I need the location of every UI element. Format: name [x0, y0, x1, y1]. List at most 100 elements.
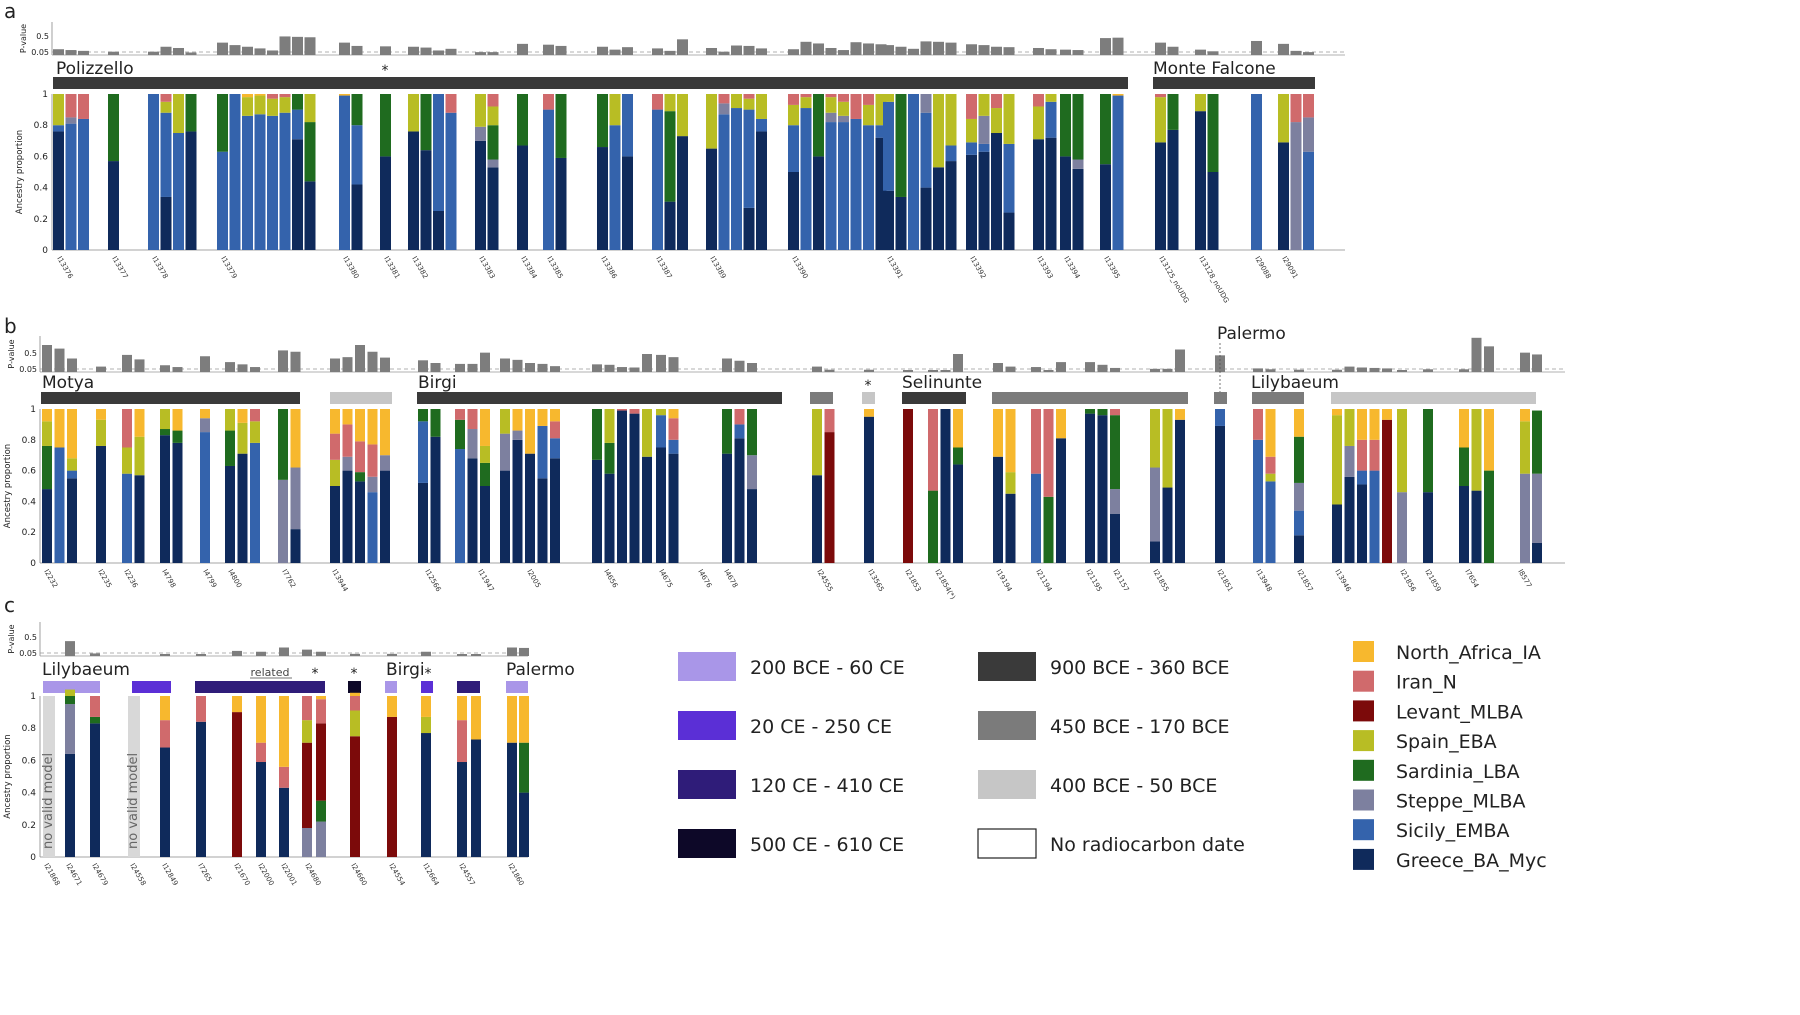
panel-a-bar-segment — [895, 94, 907, 197]
panel-c-bar-segment — [350, 710, 360, 737]
panel-a-pvalue-bar — [78, 50, 89, 55]
panel-a-star-label: * — [382, 63, 389, 79]
panel-b-sample-label: I21855 — [1151, 568, 1170, 593]
panel-b-bar-segment — [160, 429, 170, 436]
panel-b-bar-segment — [1332, 504, 1342, 563]
panel-b-pvalue-bar — [525, 363, 535, 372]
panel-c-bar-segment — [256, 742, 266, 763]
panel-a-bar-segment — [1003, 94, 1015, 144]
panel-b-bar-segment — [1265, 409, 1276, 457]
panel-b-bar-segment — [225, 409, 235, 431]
panel-b-pvalue-bar — [1043, 370, 1054, 372]
panel-b-bar-segment — [418, 482, 428, 563]
panel-b-bar-segment — [604, 473, 615, 563]
panel-b-letter: b — [4, 314, 17, 338]
panel-a-pvalue-bar — [664, 50, 676, 55]
panel-c-bar-segment — [302, 828, 312, 857]
panel-c-date-band — [195, 681, 325, 693]
panel-b-site-label: Palermo — [1217, 324, 1286, 344]
panel-a-bar-segment — [487, 125, 499, 160]
panel-b-pvalue-bar — [225, 362, 235, 372]
panel-b-pvalue-bar — [824, 369, 835, 372]
panel-c-pvalue-bar — [160, 654, 170, 656]
panel-b-y-tick: 0.6 — [22, 467, 37, 477]
panel-a-bar-segment — [1303, 117, 1314, 152]
panel-b-bar-segment — [604, 409, 615, 443]
panel-a-pvalue-bar — [65, 50, 77, 55]
panel-a-bar-segment — [991, 94, 1002, 109]
panel-b-sample-label: I13948 — [1254, 568, 1273, 593]
panel-a-bar-segment — [254, 114, 266, 250]
panel-b-bar-segment — [722, 409, 732, 454]
panel-c-pvalue-bar — [507, 647, 517, 656]
panel-c-related-annotation: related — [251, 666, 290, 679]
panel-b-bar-segment — [1253, 409, 1263, 440]
panel-b-pvalue-bar — [642, 354, 652, 372]
panel-b-pvalue-bar — [928, 370, 938, 372]
panel-a-pvalue-tick: 0.5 — [36, 32, 49, 41]
panel-a-pvalue-bar — [1112, 37, 1124, 55]
panel-b-bar-segment — [480, 462, 490, 486]
panel-a-bar-segment — [609, 125, 621, 250]
panel-b-bar-segment — [550, 421, 560, 439]
panel-a-pvalue-bar — [1303, 52, 1314, 55]
panel-c-bar-segment — [160, 696, 170, 721]
panel-a-bar-segment — [718, 103, 730, 115]
panel-a-pvalue-bar — [217, 42, 228, 55]
panel-b-pvalue-bar — [722, 358, 732, 372]
panel-b-pvalue-bar — [1150, 368, 1160, 372]
panel-b-sample-label: I13565 — [866, 568, 885, 593]
panel-a-pvalue-bar — [945, 42, 957, 55]
panel-c-bar-segment — [90, 696, 100, 717]
panel-b-bar-segment — [747, 455, 757, 490]
legend-ancestry-label: Sicily_EMBA — [1396, 820, 1510, 842]
panel-a-pvalue-bar — [185, 52, 197, 55]
panel-b-bar-segment — [629, 409, 640, 414]
legend-date-label: 500 CE - 610 CE — [750, 834, 904, 856]
panel-a-bar-segment — [555, 157, 567, 250]
panel-c-no-model-label: no valid model — [41, 753, 56, 849]
panel-b-bar-segment — [668, 453, 679, 563]
panel-a-bar-segment — [875, 125, 887, 138]
panel-b-bar-segment — [355, 441, 365, 473]
panel-a-bar-segment — [475, 94, 486, 127]
panel-b-bar-segment — [342, 470, 353, 563]
panel-a-bar-segment — [978, 115, 990, 144]
panel-c-star-label: * — [425, 666, 432, 682]
panel-b-pvalue-bar — [1397, 370, 1407, 372]
panel-b-bar-segment — [1357, 484, 1367, 563]
panel-a-date-band — [1153, 77, 1315, 89]
panel-a-bar-segment — [517, 94, 528, 146]
panel-a-pvalue-bar — [160, 46, 172, 55]
panel-b-bar-segment — [430, 409, 441, 437]
panel-c-sample-label: I21860 — [506, 862, 525, 887]
panel-b-sample-label: I13944 — [330, 568, 349, 594]
panel-a-sample-label: I29091 — [1280, 255, 1299, 280]
panel-c-bar-segment — [387, 696, 397, 717]
panel-a-bar-segment — [825, 122, 837, 250]
panel-c-pvalue-bar — [90, 653, 100, 656]
panel-a-bar-segment — [1207, 94, 1219, 172]
legend-date-label: 450 BCE - 170 BCE — [1050, 716, 1230, 738]
panel-b-bar-segment — [290, 467, 301, 530]
panel-a-pvalue-bar — [920, 41, 932, 55]
panel-c-bar-segment — [316, 723, 326, 801]
panel-a-bar-segment — [788, 104, 799, 126]
panel-a-pvalue-bar — [229, 45, 241, 55]
panel-b-sample-label: I2236 — [122, 568, 139, 590]
panel-b-bar-segment — [96, 445, 106, 563]
panel-b-bar-segment — [1085, 409, 1095, 414]
panel-b-pvalue-bar — [172, 367, 183, 372]
panel-c-y-tick: 0 — [30, 853, 36, 863]
panel-a-bar-segment — [1290, 122, 1302, 250]
panel-a-bar-segment — [53, 131, 64, 250]
panel-a-bar-segment — [267, 98, 278, 116]
panel-a-sample-label: I13386 — [599, 255, 618, 281]
panel-a-bar-segment — [1155, 94, 1166, 98]
panel-b-sample-label: I24555 — [815, 568, 834, 593]
panel-b-sample-label: I21851 — [1215, 568, 1234, 593]
panel-a-bar-segment — [160, 94, 172, 102]
panel-c-bar-segment — [316, 699, 326, 724]
panel-b-date-band — [902, 392, 966, 404]
panel-a-bar-segment — [743, 109, 755, 208]
